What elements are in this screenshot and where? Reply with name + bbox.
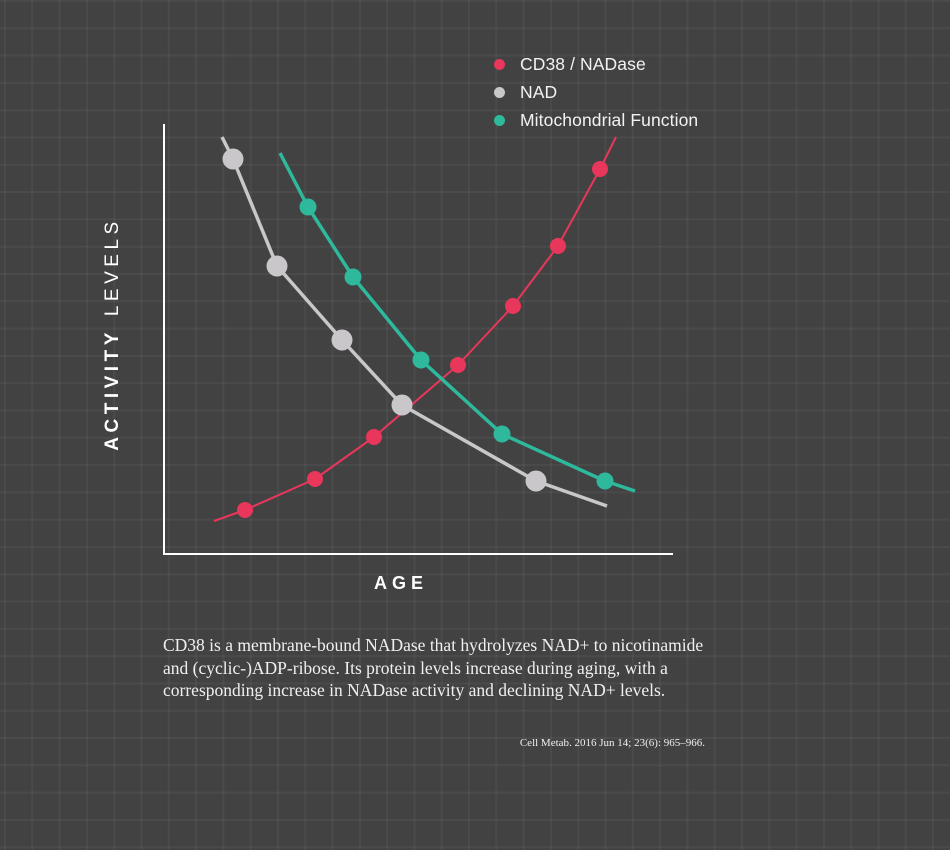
series-mitochondrial-function bbox=[278, 152, 636, 493]
legend-marker-icon bbox=[494, 86, 505, 98]
series-line bbox=[220, 136, 608, 508]
legend-item-cd38: CD38 / NADase bbox=[492, 50, 698, 78]
legend-label: CD38 / NADase bbox=[520, 53, 646, 74]
data-point-marker bbox=[344, 268, 362, 286]
chart-legend: CD38 / NADase NAD Mitochondrial Function bbox=[492, 50, 698, 134]
legend-item-mitochondrial-function: Mitochondrial Function bbox=[492, 106, 698, 134]
legend-marker-icon bbox=[494, 114, 505, 126]
series-line bbox=[213, 136, 617, 522]
legend-marker-icon bbox=[494, 58, 505, 70]
series-cd38-nadase bbox=[213, 136, 617, 522]
chart-caption: CD38 is a membrane-bound NADase that hyd… bbox=[163, 635, 704, 700]
data-point-marker bbox=[237, 502, 253, 518]
legend-label: NAD bbox=[520, 81, 558, 102]
data-point-marker bbox=[266, 255, 288, 277]
data-point-marker bbox=[493, 425, 511, 443]
chart-series bbox=[213, 136, 636, 522]
axis-lines bbox=[163, 124, 673, 555]
data-point-marker bbox=[592, 161, 608, 177]
data-point-marker bbox=[550, 238, 566, 254]
data-point-marker bbox=[505, 298, 521, 314]
data-point-marker bbox=[331, 329, 353, 351]
y-axis-label-secondary: LEVELS bbox=[102, 217, 123, 317]
data-point-marker bbox=[307, 471, 323, 487]
citation: Cell Metab. 2016 Jun 14; 23(6): 965–966. bbox=[519, 737, 705, 749]
data-point-marker bbox=[525, 470, 547, 492]
series-nad bbox=[220, 136, 608, 508]
data-point-marker bbox=[222, 148, 244, 170]
data-point-marker bbox=[299, 198, 317, 216]
legend-item-nad: NAD bbox=[492, 78, 698, 106]
data-point-marker bbox=[450, 357, 466, 373]
data-point-marker bbox=[366, 429, 382, 445]
data-point-marker bbox=[596, 472, 614, 490]
x-axis-label: AGE bbox=[374, 573, 429, 593]
y-axis-label: ACTIVITY LEVELS bbox=[102, 217, 124, 450]
data-point-marker bbox=[391, 394, 413, 416]
legend-label: Mitochondrial Function bbox=[520, 109, 699, 130]
y-axis-label-primary: ACTIVITY bbox=[102, 328, 123, 451]
data-point-marker bbox=[412, 351, 430, 369]
chart-axes bbox=[163, 124, 673, 555]
